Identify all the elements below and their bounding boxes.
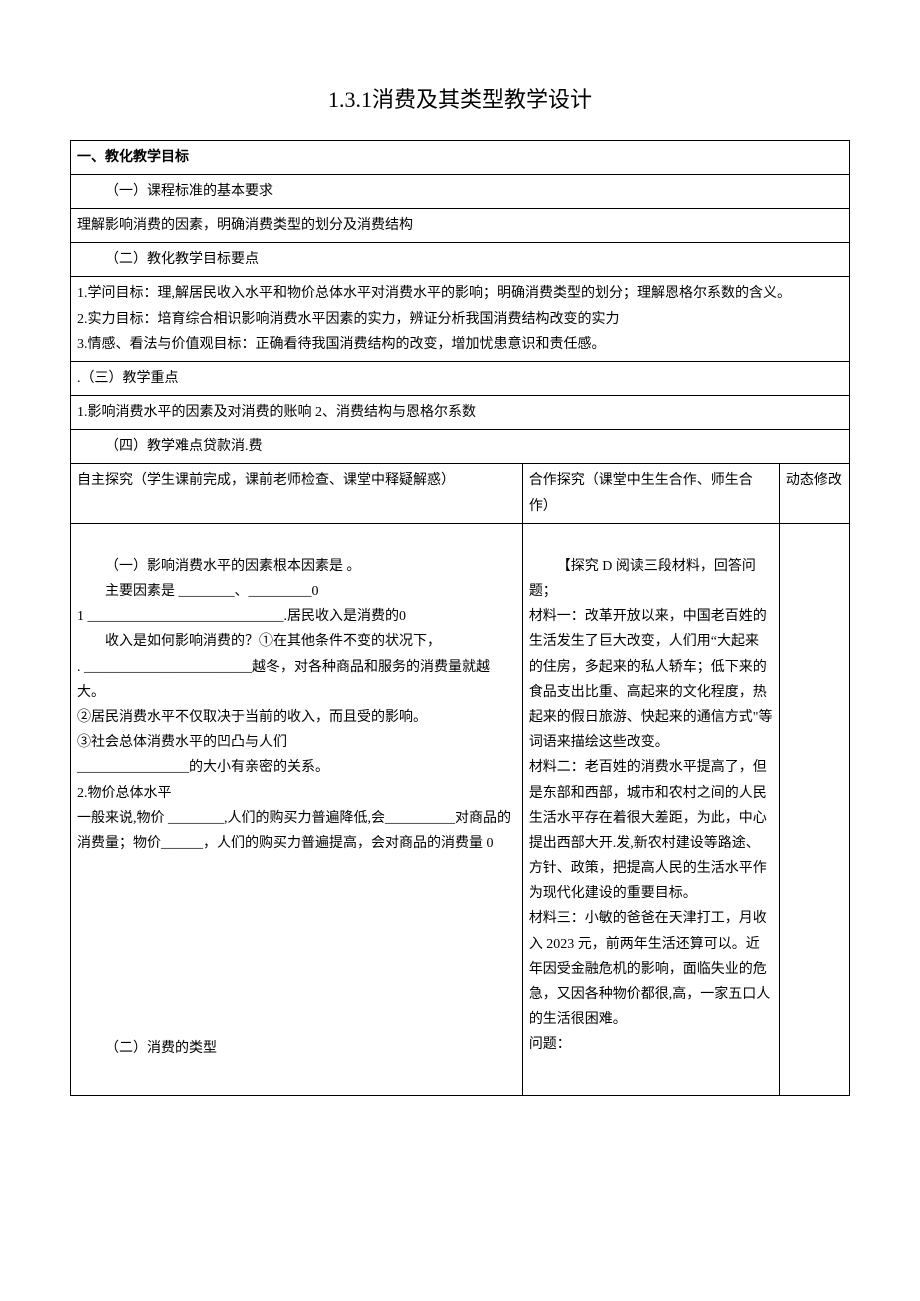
sub3-text: 1.影响消费水平的因素及对消费的账响 2、消费结构与恩格尔系数	[71, 396, 850, 430]
sub3: .（三）教学重点	[71, 361, 850, 395]
b-line4: 材料三：小敏的爸爸在天津打工，月收入 2023 元，前两年生活还算可以。近年因受…	[529, 906, 773, 1032]
sub1: （一）课程标准的基本要求	[71, 174, 850, 208]
sub1-text-row: 理解影响消费的因素，明确消费类型的划分及消费结构	[71, 208, 850, 242]
col-a-head: 自主探究（学生课前完成，课前老师检查、课堂中释疑解惑）	[71, 464, 523, 523]
sub2-row: （二）教化教学目标要点	[71, 243, 850, 277]
a-line2: 主要因素是 ________、_________0	[77, 579, 516, 604]
a-line5: . ________________________越冬，对各种商品和服务的消费…	[77, 655, 516, 705]
sub2: （二）教化教学目标要点	[71, 243, 850, 277]
a-line9: 2.物价总体水平	[77, 781, 516, 806]
self-explore-cell: （一）影响消费水平的因素根本因素是 。 主要因素是 ________、_____…	[71, 523, 523, 1095]
sub1-row: （一）课程标准的基本要求	[71, 174, 850, 208]
header1: 一、教化教学目标	[71, 140, 850, 174]
a-line6: ②居民消费水平不仅取决于当前的收入，而且受的影响。	[77, 705, 516, 730]
spacer2	[77, 1061, 516, 1091]
sub1-text: 理解影响消费的因素，明确消费类型的划分及消费结构	[71, 208, 850, 242]
b-line1: 【探究 D 阅读三段材料，回答问题；	[529, 554, 773, 604]
a-line4: 收入是如何影响消费的？①在其他条件不变的状况下，	[77, 629, 516, 654]
column-header-row: 自主探究（学生课前完成，课前老师检查、课堂中释疑解惑） 合作探究（课堂中生生合作…	[71, 464, 850, 523]
coop-explore-cell: 【探究 D 阅读三段材料，回答问题； 材料一：改革开放以来，中国老百姓的生活发生…	[522, 523, 779, 1095]
a-line11: （二）消费的类型	[77, 1036, 516, 1061]
a-line7: ③社会总体消费水平的凹凸与人们	[77, 730, 516, 755]
spacer	[77, 856, 516, 1036]
a-line3: 1 ____________________________.居民收入是消费的0	[77, 604, 516, 629]
a-line8: ________________的大小有亲密的关系。	[77, 755, 516, 780]
col-b-head: 合作探究（课堂中生生合作、师生合作）	[522, 464, 779, 523]
goal3: 3.情感、看法与价值观目标：正确看待我国消费结构的改变，增加忧患意识和责任感。	[77, 332, 843, 357]
b-line5: 问题：	[529, 1032, 773, 1057]
header1-row: 一、教化教学目标	[71, 140, 850, 174]
sub4-row: （四）教学难点贷款消.费	[71, 430, 850, 464]
dynamic-edit-cell	[779, 523, 849, 1095]
page-title: 1.3.1消费及其类型教学设计	[70, 80, 850, 120]
goal2: 2.实力目标：培育综合相识影响消费水平因素的实力，辨证分析我国消费结构改变的实力	[77, 307, 843, 332]
b-line3: 材料二：老百姓的消费水平提高了，但是东部和西部，城市和农村之间的人民生活水平存在…	[529, 755, 773, 906]
body-row: （一）影响消费水平的因素根本因素是 。 主要因素是 ________、_____…	[71, 523, 850, 1095]
col-c-head: 动态修改	[779, 464, 849, 523]
a-line1: （一）影响消费水平的因素根本因素是 。	[77, 554, 516, 579]
goals-cell: 1.学问目标：理,解居民收入水平和物价总体水平对消费水平的影响；明确消费类型的划…	[71, 277, 850, 362]
goal1: 1.学问目标：理,解居民收入水平和物价总体水平对消费水平的影响；明确消费类型的划…	[77, 281, 843, 306]
sub3-row: .（三）教学重点	[71, 361, 850, 395]
lesson-plan-table: 一、教化教学目标 （一）课程标准的基本要求 理解影响消费的因素，明确消费类型的划…	[70, 140, 850, 1097]
sub4: （四）教学难点贷款消.费	[71, 430, 850, 464]
b-line2: 材料一：改革开放以来，中国老百姓的生活发生了巨大改变，人们用“大起来的住房，多起…	[529, 604, 773, 755]
goals-row: 1.学问目标：理,解居民收入水平和物价总体水平对消费水平的影响；明确消费类型的划…	[71, 277, 850, 362]
sub3-text-row: 1.影响消费水平的因素及对消费的账响 2、消费结构与恩格尔系数	[71, 396, 850, 430]
a-line10: 一般来说,物价 ________,人们的购买力普遍降低,会__________对…	[77, 806, 516, 856]
